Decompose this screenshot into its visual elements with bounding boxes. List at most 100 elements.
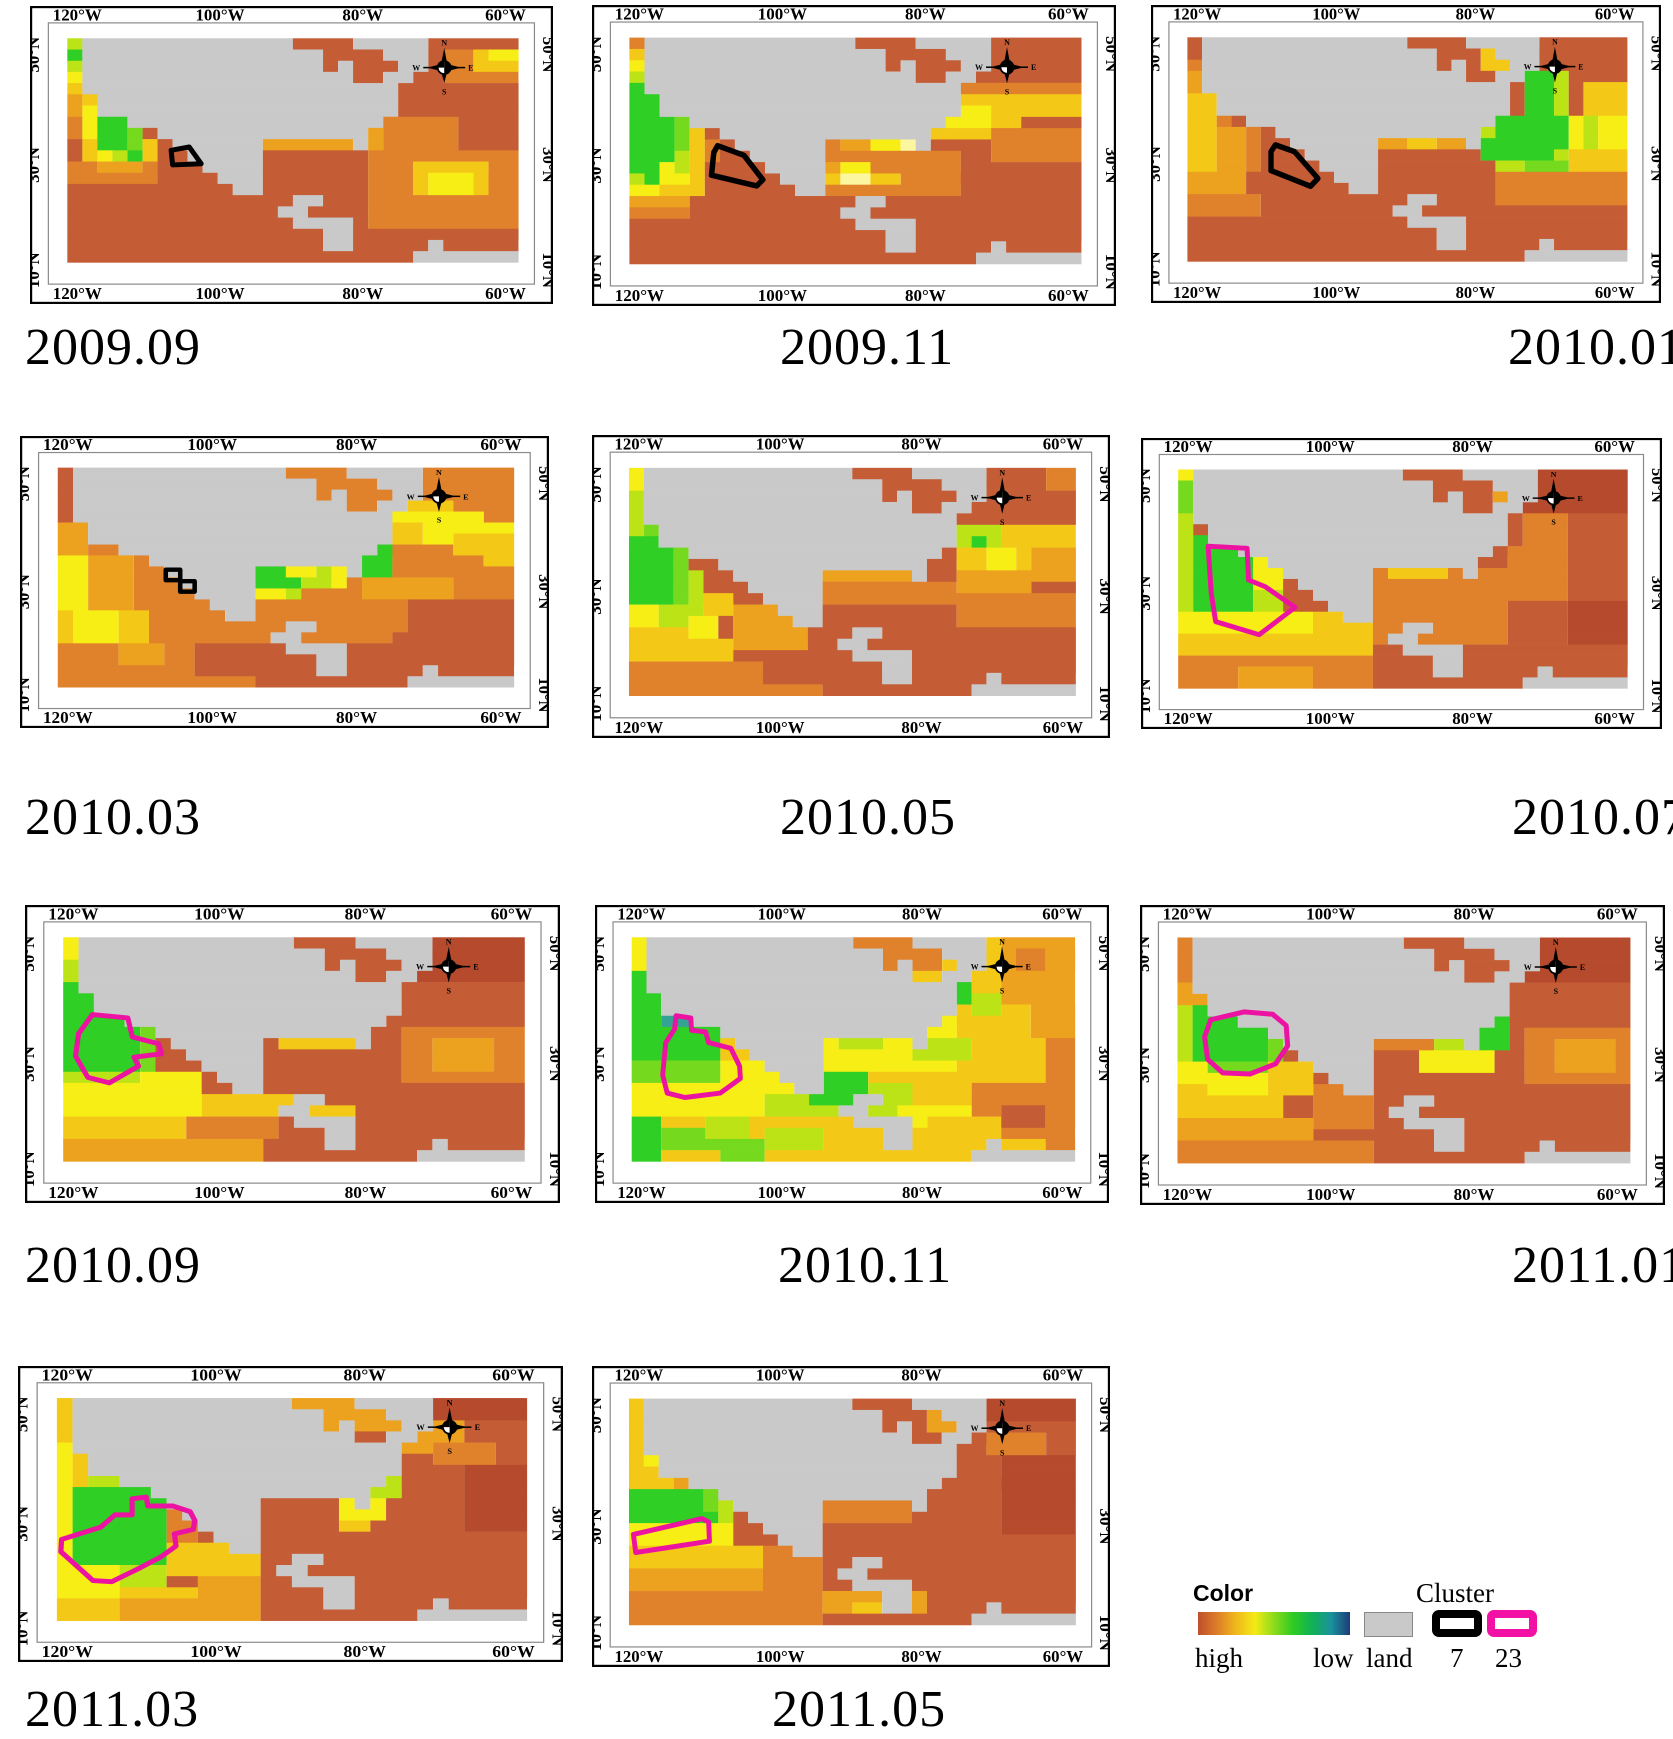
svg-text:E: E — [468, 64, 473, 73]
svg-text:10°N: 10°N — [1647, 251, 1661, 287]
svg-text:100°W: 100°W — [1306, 1185, 1355, 1204]
svg-text:10°N: 10°N — [1102, 254, 1116, 291]
svg-text:S: S — [447, 1447, 452, 1456]
svg-text:W: W — [407, 492, 415, 501]
svg-text:30°N: 30°N — [1151, 146, 1164, 182]
svg-text:80°W: 80°W — [336, 436, 377, 454]
svg-text:120°W: 120°W — [615, 718, 664, 737]
svg-text:S: S — [437, 516, 442, 525]
svg-text:W: W — [1524, 62, 1532, 71]
svg-text:60°W: 60°W — [1043, 1647, 1083, 1666]
svg-text:50°N: 50°N — [592, 1397, 605, 1433]
svg-text:100°W: 100°W — [1306, 438, 1355, 456]
svg-text:100°W: 100°W — [1312, 5, 1360, 23]
svg-text:50°N: 50°N — [1648, 468, 1662, 503]
svg-text:100°W: 100°W — [758, 286, 807, 305]
svg-text:120°W: 120°W — [1164, 709, 1213, 728]
svg-text:100°W: 100°W — [195, 284, 244, 303]
svg-text:60°W: 60°W — [1043, 718, 1083, 737]
svg-text:60°W: 60°W — [485, 284, 526, 303]
svg-text:60°W: 60°W — [480, 708, 521, 727]
svg-text:100°W: 100°W — [195, 6, 244, 24]
svg-text:E: E — [1026, 494, 1031, 503]
svg-text:10°N: 10°N — [1096, 685, 1110, 722]
svg-text:W: W — [975, 63, 983, 72]
svg-text:S: S — [442, 87, 447, 96]
svg-text:100°W: 100°W — [190, 1366, 241, 1384]
svg-text:N: N — [436, 468, 442, 477]
svg-text:100°W: 100°W — [756, 1366, 805, 1385]
svg-text:50°N: 50°N — [1141, 468, 1154, 503]
svg-text:W: W — [971, 1424, 979, 1433]
svg-text:10°N: 10°N — [592, 253, 605, 290]
svg-text:W: W — [416, 1423, 424, 1432]
svg-text:80°W: 80°W — [344, 1642, 386, 1660]
svg-text:10°N: 10°N — [25, 1151, 38, 1187]
svg-text:30°N: 30°N — [1095, 1046, 1109, 1082]
svg-text:10°N: 10°N — [1095, 1151, 1109, 1187]
svg-text:60°W: 60°W — [1043, 1366, 1083, 1385]
svg-text:10°N: 10°N — [595, 1151, 608, 1187]
svg-text:N: N — [1551, 470, 1557, 479]
svg-text:100°W: 100°W — [758, 905, 807, 923]
svg-text:100°W: 100°W — [756, 718, 805, 737]
svg-text:10°N: 10°N — [1651, 1153, 1665, 1190]
svg-text:80°W: 80°W — [901, 718, 941, 737]
svg-text:10°N: 10°N — [592, 685, 605, 722]
svg-text:30°N: 30°N — [1096, 1508, 1110, 1544]
svg-text:100°W: 100°W — [187, 708, 237, 727]
svg-text:120°W: 120°W — [53, 6, 102, 24]
svg-text:W: W — [412, 64, 420, 73]
svg-text:50°N: 50°N — [1151, 36, 1164, 72]
svg-text:50°N: 50°N — [1140, 935, 1153, 972]
svg-text:10°N: 10°N — [592, 1615, 605, 1651]
svg-text:30°N: 30°N — [25, 1045, 38, 1081]
svg-text:10°N: 10°N — [535, 677, 549, 712]
svg-text:30°N: 30°N — [592, 1508, 605, 1544]
svg-text:30°N: 30°N — [592, 578, 605, 615]
svg-text:80°W: 80°W — [344, 1366, 386, 1384]
svg-text:60°W: 60°W — [1048, 5, 1089, 24]
svg-text:80°W: 80°W — [336, 708, 377, 727]
svg-text:N: N — [999, 1399, 1005, 1408]
svg-text:E: E — [1577, 494, 1582, 503]
svg-text:80°W: 80°W — [1454, 1185, 1495, 1204]
svg-text:N: N — [1004, 38, 1010, 47]
svg-text:N: N — [999, 938, 1005, 947]
svg-text:100°W: 100°W — [190, 1642, 241, 1660]
svg-text:50°N: 50°N — [1096, 1397, 1110, 1433]
svg-text:80°W: 80°W — [1452, 709, 1493, 728]
svg-text:100°W: 100°W — [194, 1183, 244, 1202]
svg-text:S: S — [446, 987, 451, 996]
svg-text:80°W: 80°W — [345, 1183, 387, 1202]
svg-text:50°N: 50°N — [539, 37, 553, 73]
svg-text:30°N: 30°N — [20, 574, 33, 609]
svg-text:30°N: 30°N — [546, 1046, 560, 1082]
svg-text:120°W: 120°W — [1163, 905, 1212, 923]
svg-text:80°W: 80°W — [1456, 5, 1496, 23]
svg-text:60°W: 60°W — [1595, 283, 1635, 302]
svg-text:100°W: 100°W — [1312, 283, 1360, 302]
svg-text:60°W: 60°W — [1597, 1185, 1638, 1204]
svg-text:W: W — [1524, 963, 1532, 972]
svg-text:10°N: 10°N — [539, 252, 553, 288]
svg-text:60°W: 60°W — [492, 1366, 534, 1384]
svg-text:10°N: 10°N — [548, 1611, 563, 1647]
svg-text:120°W: 120°W — [1164, 438, 1213, 456]
svg-text:E: E — [1026, 963, 1031, 972]
svg-text:100°W: 100°W — [1306, 709, 1355, 728]
svg-text:120°W: 120°W — [615, 1647, 664, 1666]
svg-text:E: E — [1578, 62, 1583, 71]
svg-text:60°W: 60°W — [1595, 5, 1635, 23]
svg-text:50°N: 50°N — [546, 936, 560, 972]
svg-text:30°N: 30°N — [30, 147, 43, 183]
svg-text:E: E — [463, 492, 468, 501]
svg-text:30°N: 30°N — [1651, 1047, 1665, 1084]
svg-text:W: W — [971, 494, 979, 503]
svg-text:N: N — [999, 468, 1005, 477]
svg-text:60°W: 60°W — [1048, 286, 1089, 305]
svg-text:10°N: 10°N — [30, 252, 43, 288]
svg-text:50°N: 50°N — [18, 1396, 31, 1432]
svg-text:30°N: 30°N — [535, 574, 549, 609]
svg-text:100°W: 100°W — [1306, 905, 1355, 923]
